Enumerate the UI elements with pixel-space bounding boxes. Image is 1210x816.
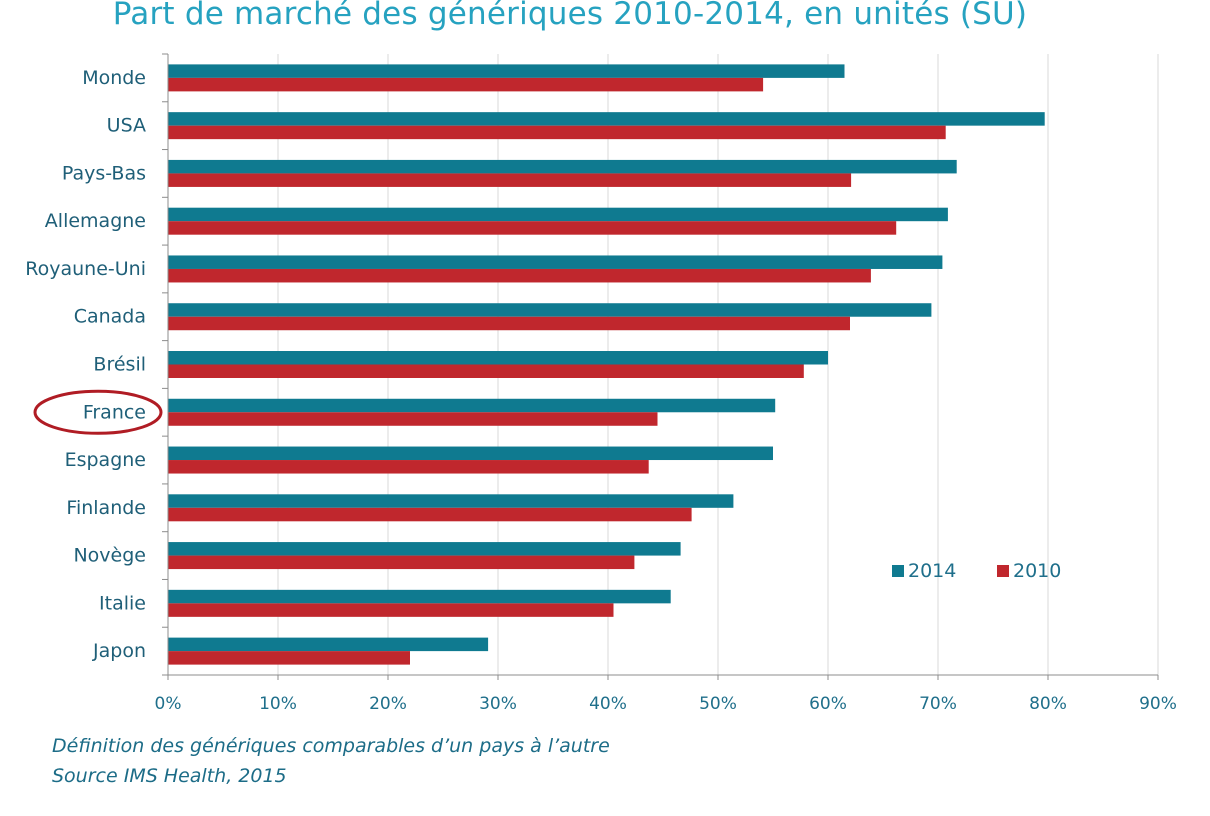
x-tick-label: 40%	[589, 694, 627, 714]
chart-title: Part de marché des génériques 2010-2014,…	[112, 0, 1028, 32]
x-tick-label: 20%	[369, 694, 407, 714]
category-label-espagne: Espagne	[65, 449, 146, 471]
footnote-source: Source IMS Health, 2015	[52, 765, 287, 787]
bars	[168, 64, 1045, 665]
bar-2010-finlande	[168, 507, 692, 522]
category-label-allemagne: Allemagne	[45, 210, 146, 232]
bar-2010-canada	[168, 316, 850, 331]
bar-2010-pays-bas	[168, 173, 852, 187]
x-tick-label: 30%	[479, 694, 517, 714]
bar-2014-finlande	[168, 494, 734, 508]
bar-2010-italie	[168, 603, 614, 617]
bar-2014-france	[168, 398, 776, 413]
x-tick-label: 0%	[155, 694, 182, 714]
footnote-definition: Définition des génériques comparables d’…	[52, 735, 610, 757]
bar-2014-pays-bas	[168, 159, 957, 174]
bar-2014-monde	[168, 64, 845, 78]
x-tick-label: 90%	[1139, 694, 1177, 714]
category-label-france: France	[83, 401, 146, 423]
bar-2010-novege	[168, 555, 635, 570]
category-label-pays-bas: Pays-Bas	[62, 162, 146, 184]
legend: 2014 2010	[892, 560, 1061, 582]
bar-chart: Monde USA Pays-Bas Allemagne Royaune-Uni Cana…	[25, 53, 1177, 714]
bar-2010-japon	[168, 651, 410, 665]
highlight	[33, 389, 163, 435]
bar-2014-espagne	[168, 446, 773, 461]
category-label-canada: Canada	[74, 306, 146, 328]
category-labels: Monde USA Pays-Bas Allemagne Royaune-Uni Cana…	[25, 67, 146, 662]
legend-label-2010: 2010	[1013, 560, 1061, 582]
x-tick-label: 60%	[809, 694, 847, 714]
bar-2014-japon	[168, 637, 489, 652]
category-label-japon: Japon	[92, 640, 146, 662]
bar-2014-allemagne	[168, 207, 948, 222]
x-tick-label: 80%	[1029, 694, 1067, 714]
legend-swatch-2014	[892, 565, 904, 577]
bar-2010-bresil	[168, 364, 804, 378]
bar-2010-usa	[168, 125, 946, 140]
bar-2010-monde	[168, 77, 764, 92]
x-tick-label: 50%	[699, 694, 737, 714]
bar-2014-usa	[168, 112, 1045, 126]
bar-2010-royaune-uni	[168, 268, 871, 283]
bar-2014-novege	[168, 542, 681, 556]
category-label-finlande: Finlande	[66, 497, 146, 519]
bar-2014-royaune-uni	[168, 255, 943, 269]
category-label-royaune-uni: Royaune-Uni	[25, 258, 146, 280]
x-tick-label: 70%	[919, 694, 957, 714]
bar-2014-canada	[168, 303, 932, 317]
x-tick-label: 10%	[259, 694, 297, 714]
legend-swatch-2010	[997, 565, 1009, 577]
x-tick-labels: 0% 10% 20% 30% 40% 50% 60% 70% 80% 90%	[155, 694, 1177, 714]
category-label-bresil: Brésil	[93, 354, 146, 376]
category-label-italie: Italie	[99, 592, 146, 614]
legend-label-2014: 2014	[908, 560, 956, 582]
category-label-monde: Monde	[82, 67, 146, 89]
axes	[162, 53, 1159, 680]
highlight-ellipse-france	[33, 389, 163, 435]
bar-2014-bresil	[168, 351, 828, 365]
bar-2010-allemagne	[168, 221, 897, 235]
bar-2010-france	[168, 412, 658, 426]
category-label-usa: USA	[107, 115, 146, 137]
bar-2014-italie	[168, 589, 671, 604]
category-label-novege: Novège	[73, 545, 146, 567]
bar-2010-espagne	[168, 460, 649, 474]
